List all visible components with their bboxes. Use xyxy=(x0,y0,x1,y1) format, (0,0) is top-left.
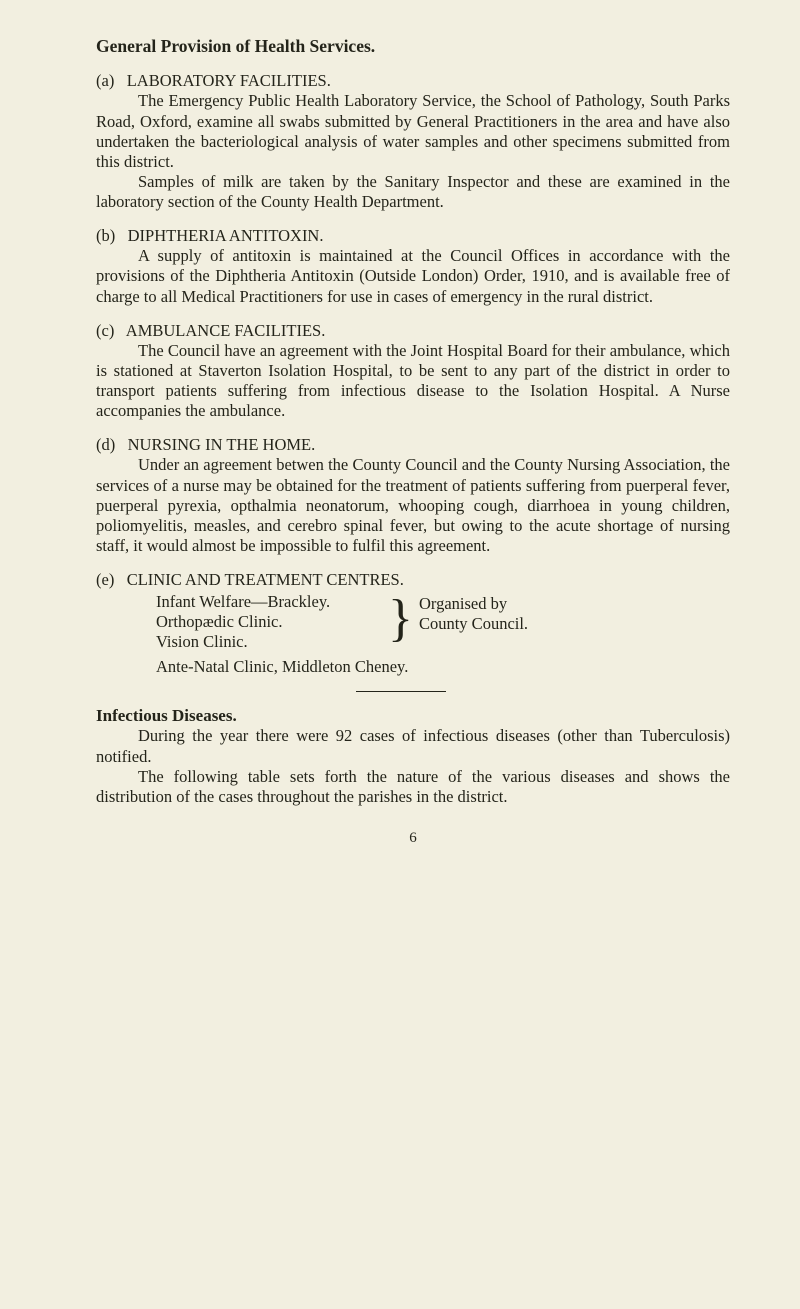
centre-item: Vision Clinic. xyxy=(156,632,386,652)
section-letter-d: (d) xyxy=(96,435,115,454)
centre-list: Infant Welfare—Brackley. Orthopædic Clin… xyxy=(156,592,386,652)
infectious-p1: During the year there were 92 cases of i… xyxy=(96,726,730,766)
org-line1: Organised by xyxy=(419,594,528,614)
page-title: General Provision of Health Services. xyxy=(96,36,730,57)
section-b: (b) DIPHTHERIA ANTITOXIN. A supply of an… xyxy=(96,226,730,307)
section-letter-a: (a) xyxy=(96,71,114,90)
infectious-diseases: Infectious Diseases. During the year the… xyxy=(96,706,730,807)
brace-icon: } xyxy=(386,600,419,638)
section-name-b: DIPHTHERIA ANTITOXIN. xyxy=(128,226,324,245)
section-c: (c) AMBULANCE FACILITIES. The Council ha… xyxy=(96,321,730,422)
section-name-a: LABORATORY FACILITIES. xyxy=(127,71,331,90)
organised-by: Organised by County Council. xyxy=(419,592,528,634)
section-letter-c: (c) xyxy=(96,321,114,340)
section-a-p2: Samples of milk are taken by the Sanitar… xyxy=(96,172,730,212)
infectious-p2: The following table sets forth the natur… xyxy=(96,767,730,807)
page-number: 6 xyxy=(96,829,730,847)
section-name-d: NURSING IN THE HOME. xyxy=(128,435,316,454)
ante-natal-line: Ante-Natal Clinic, Middleton Cheney. xyxy=(156,657,730,677)
section-c-p1: The Council have an agreement with the J… xyxy=(96,341,730,422)
section-e: (e) CLINIC AND TREATMENT CENTRES. Infant… xyxy=(96,570,730,677)
section-letter-b: (b) xyxy=(96,226,115,245)
centre-item: Infant Welfare—Brackley. xyxy=(156,592,386,612)
org-line2: County Council. xyxy=(419,614,528,634)
section-letter-e: (e) xyxy=(96,570,114,589)
section-b-p1: A supply of antitoxin is maintained at t… xyxy=(96,246,730,306)
section-d: (d) NURSING IN THE HOME. Under an agreem… xyxy=(96,435,730,556)
section-name-c: AMBULANCE FACILITIES. xyxy=(126,321,326,340)
infectious-head: Infectious Diseases. xyxy=(96,706,730,727)
section-a: (a) LABORATORY FACILITIES. The Emergency… xyxy=(96,71,730,212)
section-name-e: CLINIC AND TREATMENT CENTRES. xyxy=(127,570,404,589)
section-d-p1: Under an agreement betwen the County Cou… xyxy=(96,455,730,556)
centre-item: Orthopædic Clinic. xyxy=(156,612,386,632)
divider xyxy=(356,691,446,692)
section-a-p1: The Emergency Public Health Laboratory S… xyxy=(96,91,730,172)
